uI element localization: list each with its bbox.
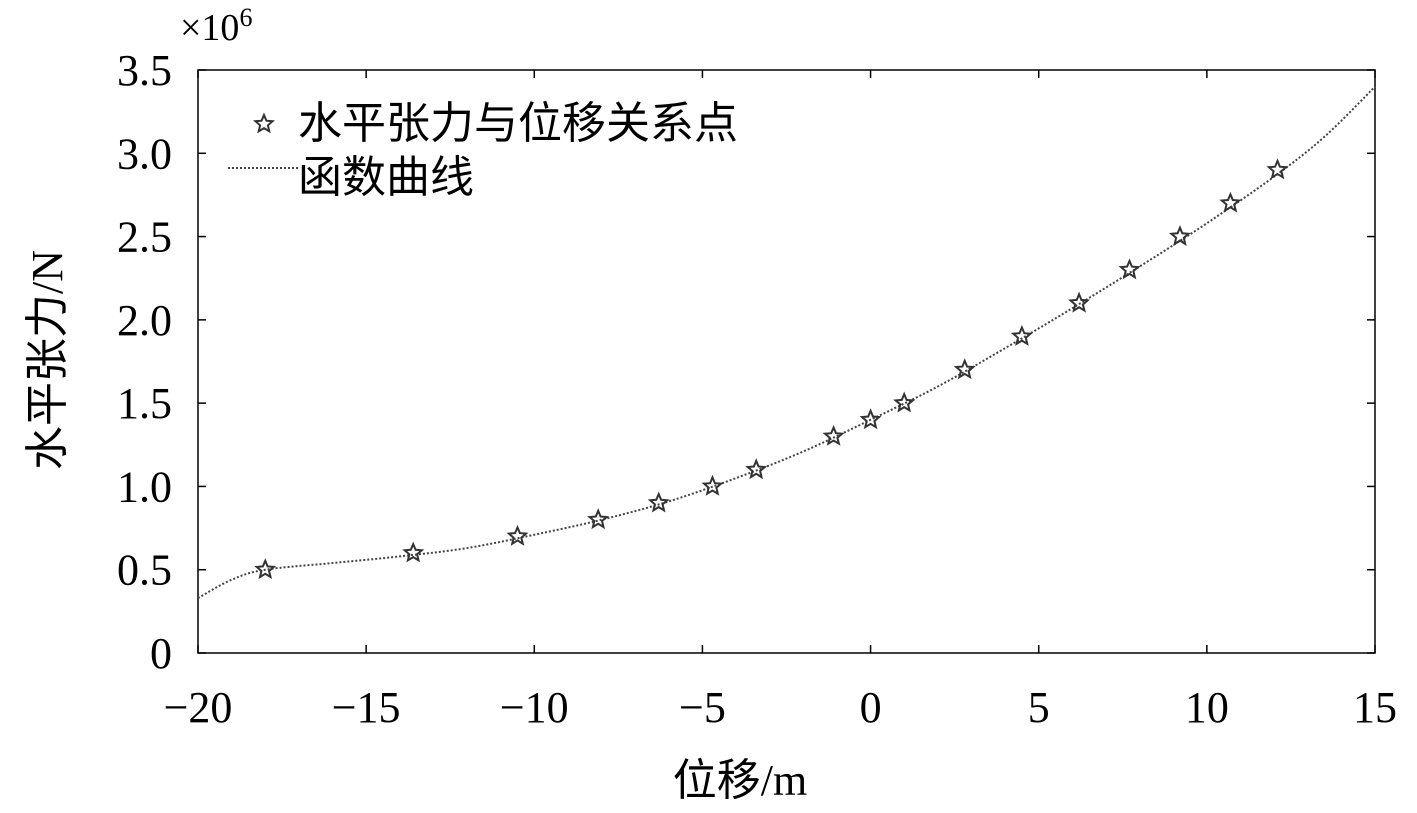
data-point-star (1219, 191, 1242, 213)
data-point-star (745, 458, 768, 480)
y-tick-label: 2.0 (117, 296, 172, 345)
data-point-star (859, 408, 882, 430)
data-point-star (893, 391, 916, 413)
x-tick-label: −5 (679, 683, 726, 732)
x-tick-label: 0 (860, 683, 882, 732)
data-point-star (254, 558, 277, 580)
x-axis-label: 位移/m (673, 756, 807, 805)
x-tick-label: −10 (500, 683, 569, 732)
data-point-star (953, 358, 976, 380)
y-tick-label: 0 (150, 629, 172, 678)
data-point-star (1068, 291, 1091, 313)
y-axis-label: 水平张力/N (23, 250, 72, 470)
data-point-star (701, 474, 724, 496)
legend: 水平张力与位移关系点 函数曲线 (228, 99, 738, 202)
x-tick-label: 10 (1185, 683, 1229, 732)
y-tick-label: 1.5 (117, 379, 172, 428)
data-point-star (1266, 158, 1289, 180)
data-point-star (402, 541, 425, 563)
y-multiplier: ×106 (180, 3, 252, 49)
x-tick-label: −15 (332, 683, 401, 732)
data-point-star (1010, 324, 1033, 346)
data-point-star (506, 524, 529, 546)
legend-label-curve: 函数曲线 (298, 153, 474, 202)
data-point-star (647, 491, 670, 513)
x-tick-label: 15 (1353, 683, 1397, 732)
y-tick-label: 3.5 (117, 46, 172, 95)
data-point-star (822, 424, 845, 446)
legend-star-marker (252, 112, 276, 134)
legend-label-points: 水平张力与位移关系点 (298, 99, 738, 148)
y-tick-label: 3.0 (117, 129, 172, 178)
y-tick-label: 0.5 (117, 546, 172, 595)
data-point-star (587, 508, 610, 530)
data-point-star (1168, 224, 1191, 247)
y-tick-label: 1.0 (117, 462, 172, 511)
x-tick-label: −20 (164, 683, 233, 732)
function-curve (197, 85, 1376, 599)
plot-frame (197, 69, 1376, 654)
x-tick-label: 5 (1028, 683, 1050, 732)
y-tick-label: 2.5 (117, 213, 172, 262)
data-point-star (1118, 258, 1141, 280)
